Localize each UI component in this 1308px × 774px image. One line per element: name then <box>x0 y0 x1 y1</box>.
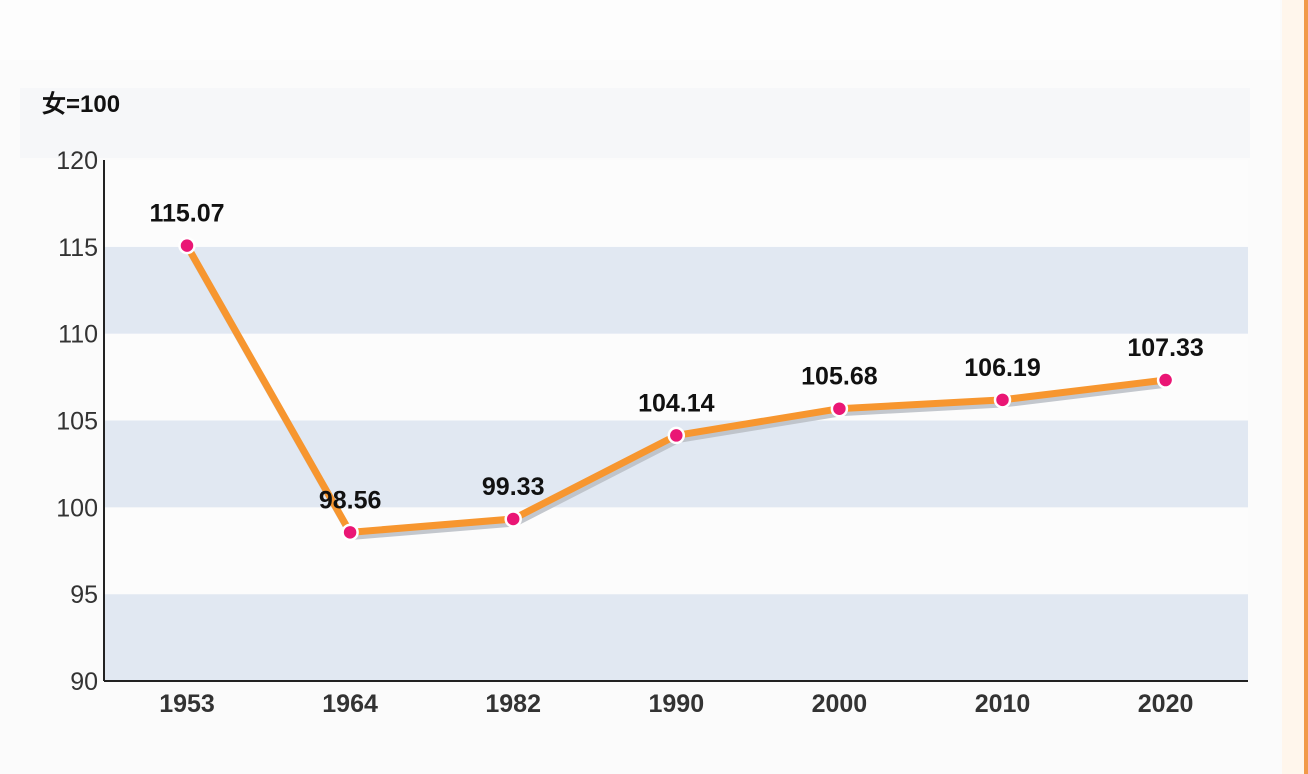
data-label-1953: 115.07 <box>149 200 224 228</box>
data-label-2020: 107.33 <box>1127 334 1203 362</box>
right-side-strip <box>1282 0 1304 774</box>
data-label-2010: 106.19 <box>964 354 1040 382</box>
data-point-1964 <box>341 523 359 542</box>
right-accent-border <box>1304 0 1308 774</box>
axes <box>103 160 1248 682</box>
data-point-1990 <box>667 426 686 445</box>
x-tick-label: 1990 <box>648 690 704 718</box>
y-tick-label: 100 <box>56 494 98 522</box>
data-point-1953 <box>178 236 196 255</box>
top-header-area <box>0 0 1280 60</box>
band-115-120 <box>104 160 1248 247</box>
y-tick-label: 95 <box>70 581 98 609</box>
unit-label: 女=100 <box>42 90 120 118</box>
x-tick-label: 2000 <box>812 690 868 718</box>
band-90-95 <box>104 594 1248 681</box>
data-label-2000: 105.68 <box>801 363 878 391</box>
y-tick-label: 90 <box>70 668 98 696</box>
band-110-115 <box>104 246 1248 334</box>
x-tick-label: 1982 <box>485 690 541 718</box>
data-point-2020 <box>1156 371 1175 389</box>
x-tick-label: 1964 <box>322 690 378 718</box>
data-label-1964: 98.56 <box>319 486 382 514</box>
data-label-1990: 104.14 <box>638 389 715 417</box>
data-label-1982: 99.33 <box>482 473 545 501</box>
x-tick-label: 2010 <box>975 690 1031 718</box>
band-95-100 <box>104 507 1248 595</box>
y-tick-label: 110 <box>58 321 98 349</box>
unit-header-band <box>20 88 1250 158</box>
x-tick-label: 1953 <box>159 690 215 718</box>
x-tick-label: 2020 <box>1138 690 1194 718</box>
data-point-2000 <box>830 399 849 418</box>
background-bands <box>104 160 1248 681</box>
y-tick-label: 115 <box>58 234 98 262</box>
x-tick-labels: 1953 1964 1982 1990 2000 2010 2020 <box>159 690 1193 718</box>
data-labels: 115.07 98.56 99.33 104.14 105.68 106.19 107.33 <box>149 200 1203 515</box>
y-tick-label: 120 <box>56 147 98 175</box>
band-105-110 <box>104 333 1248 421</box>
y-tick-label: 105 <box>56 408 98 436</box>
data-point-1982 <box>504 510 522 528</box>
y-tick-labels: 120 115 110 105 100 95 90 <box>56 147 98 696</box>
data-point-2010 <box>993 391 1012 409</box>
data-markers <box>178 236 1175 542</box>
